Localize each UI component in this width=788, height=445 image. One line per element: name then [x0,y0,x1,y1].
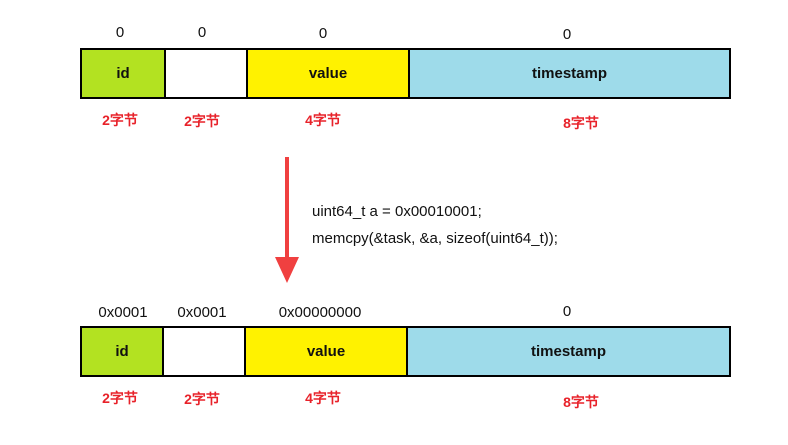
before-id-size: 2字节 [102,112,138,128]
before-id-value: 0 [115,24,125,41]
field-id: id [82,50,164,97]
before-timestamp-value: 0 [562,26,572,43]
field-padding [162,328,244,375]
before-value-value: 0 [318,25,328,42]
before-value-size: 4字节 [305,112,341,128]
after-value-size: 4字节 [305,390,341,406]
after-pad-size: 2字节 [184,391,220,407]
after-id-value: 0x0001 [98,304,148,321]
code-line-2: memcpy(&task, &a, sizeof(uint64_t)); [312,230,558,247]
code-snippet: uint64_t a = 0x00010001; memcpy(&task, &… [312,198,558,252]
before-pad-size: 2字节 [184,113,220,129]
field-timestamp: timestamp [406,328,729,375]
after-timestamp-size: 8字节 [563,394,599,410]
field-id: id [82,328,162,375]
before-timestamp-size: 8字节 [563,115,599,131]
field-timestamp: timestamp [408,50,729,97]
before-pad-value: 0 [197,24,207,41]
struct-before: id value timestamp [80,48,731,99]
field-value: value [244,328,406,375]
field-padding [164,50,246,97]
after-pad-value: 0x0001 [177,304,227,321]
after-id-size: 2字节 [102,390,138,406]
code-line-1: uint64_t a = 0x00010001; [312,203,482,220]
down-arrow-icon [275,157,299,283]
after-value-value: 0x00000000 [278,304,362,321]
field-value: value [246,50,408,97]
after-timestamp-value: 0 [562,303,572,320]
struct-after: id value timestamp [80,326,731,377]
